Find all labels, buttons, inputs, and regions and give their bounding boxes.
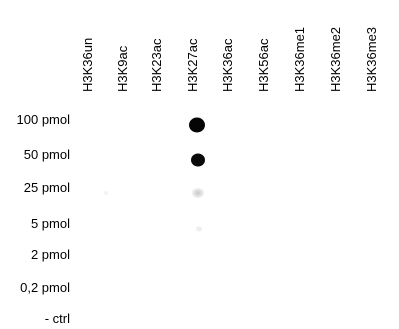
dot [192,188,204,198]
row-label: 100 pmol [17,112,71,127]
dot-blot: H3K36un H3K9ac H3K23ac H3K27ac H3K36ac H3K56a… [0,0,399,329]
dot [104,191,108,195]
column-label: H3K56ac [256,38,271,92]
row-label: 0,2 pmol [20,280,70,295]
row-label: - ctrl [45,311,70,326]
page: {"columns": ["H3K36un", "H3K9ac", "H3K23… [0,0,399,329]
column-label: H3K27ac [185,38,200,92]
dot [196,227,202,232]
column-label: H3K36un [80,38,95,92]
column-label: H3K36ac [220,38,235,92]
column-label: H3K36me2 [328,27,343,92]
column-label: H3K36me1 [292,27,307,92]
column-label: H3K23ac [149,38,164,92]
row-label: 25 pmol [24,180,70,195]
column-label: H3K36me3 [364,27,379,92]
dot [191,154,205,167]
row-label: 50 pmol [24,147,70,162]
column-label: H3K9ac [115,45,130,92]
dot [189,118,205,133]
row-label: 5 pmol [31,216,70,231]
row-label: 2 pmol [31,247,70,262]
